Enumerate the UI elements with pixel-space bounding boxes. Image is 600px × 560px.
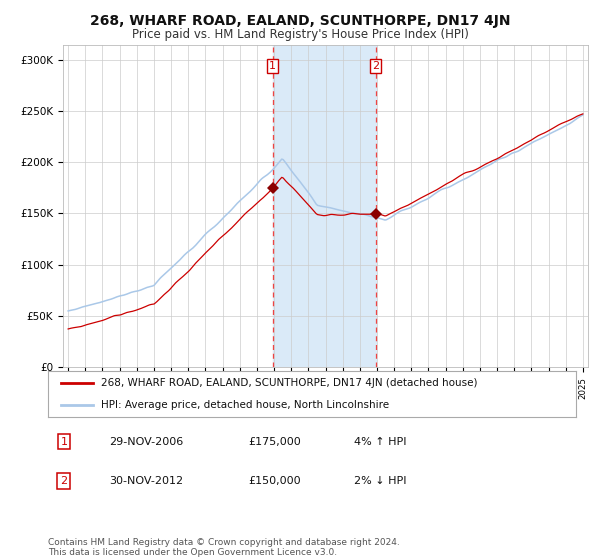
- Text: 2% ↓ HPI: 2% ↓ HPI: [354, 476, 407, 486]
- Text: 2: 2: [372, 60, 379, 71]
- Text: 4% ↑ HPI: 4% ↑ HPI: [354, 437, 407, 447]
- Text: £150,000: £150,000: [248, 476, 301, 486]
- Text: Price paid vs. HM Land Registry's House Price Index (HPI): Price paid vs. HM Land Registry's House …: [131, 28, 469, 41]
- Text: £175,000: £175,000: [248, 437, 301, 447]
- Text: 2: 2: [60, 476, 67, 486]
- Bar: [272, 45, 376, 367]
- Text: 29-NOV-2006: 29-NOV-2006: [109, 437, 183, 447]
- Text: Contains HM Land Registry data © Crown copyright and database right 2024.
This d: Contains HM Land Registry data © Crown c…: [48, 538, 400, 557]
- Text: 1: 1: [269, 60, 276, 71]
- Text: 268, WHARF ROAD, EALAND, SCUNTHORPE, DN17 4JN (detached house): 268, WHARF ROAD, EALAND, SCUNTHORPE, DN1…: [101, 378, 478, 388]
- Text: 268, WHARF ROAD, EALAND, SCUNTHORPE, DN17 4JN: 268, WHARF ROAD, EALAND, SCUNTHORPE, DN1…: [90, 14, 510, 28]
- Text: 30-NOV-2012: 30-NOV-2012: [109, 476, 183, 486]
- Text: 1: 1: [61, 437, 67, 447]
- Text: HPI: Average price, detached house, North Lincolnshire: HPI: Average price, detached house, Nort…: [101, 400, 389, 410]
